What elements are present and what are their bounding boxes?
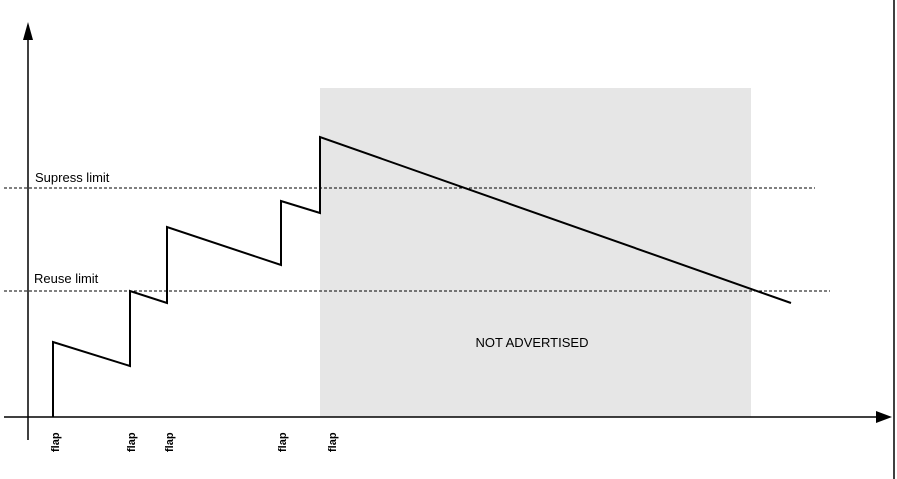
not-advertised-region [320, 88, 751, 417]
flap-label: flap [327, 432, 339, 452]
y-axis-arrow [23, 22, 33, 40]
flap-label: flap [126, 432, 138, 452]
supress-limit-label: Supress limit [35, 170, 110, 185]
flap-label: flap [164, 432, 176, 452]
flap-label: flap [50, 432, 62, 452]
reuse-limit-label: Reuse limit [34, 271, 99, 286]
not-advertised-label: NOT ADVERTISED [476, 335, 589, 350]
penalty-curve [52, 135, 792, 417]
x-axis-arrow [876, 411, 892, 423]
flap-label: flap [277, 432, 289, 452]
